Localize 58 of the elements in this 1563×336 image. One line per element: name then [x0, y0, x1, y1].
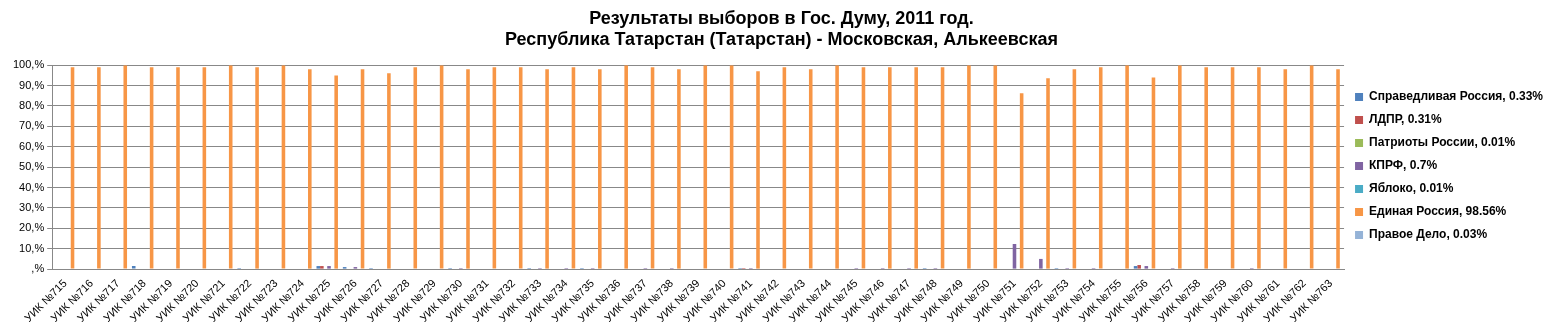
bar — [131, 266, 136, 269]
bar — [545, 69, 549, 269]
bar — [598, 69, 602, 269]
bar — [1144, 266, 1149, 269]
legend-label: Патриоты России, 0.01% — [1369, 135, 1516, 150]
bar — [967, 65, 971, 269]
bar — [387, 73, 391, 269]
y-tick-label: 40,% — [19, 180, 45, 193]
bar — [756, 71, 760, 269]
bar — [1257, 67, 1261, 269]
y-tick-label: 10,% — [19, 241, 45, 254]
bar — [176, 67, 180, 269]
y-tick-label: 60,% — [19, 139, 45, 152]
bar — [316, 266, 321, 269]
bar — [1137, 265, 1141, 269]
bar — [1336, 69, 1340, 269]
bar — [888, 67, 892, 269]
bar — [914, 67, 918, 269]
bar — [835, 65, 839, 269]
bar — [228, 65, 233, 269]
bar — [1133, 266, 1138, 269]
text: Республика Татарстан (Татарстан) - Московская, Алькеевская — [505, 29, 1058, 50]
bar — [677, 69, 681, 269]
bar — [1204, 67, 1208, 269]
legend-label: КПРФ, 0.7% — [1369, 158, 1438, 173]
bar — [518, 67, 523, 269]
y-tick-label: ,% — [31, 262, 45, 275]
bar — [1178, 65, 1182, 269]
bar — [624, 65, 628, 269]
y-tick-label: 50,% — [19, 160, 45, 173]
y-tick-label: 80,% — [19, 99, 45, 112]
bar — [1039, 258, 1043, 269]
legend-label: Яблоко, 0.01% — [1369, 181, 1454, 196]
legend-label: Правое Дело, 0.03% — [1369, 227, 1488, 242]
bar — [255, 67, 259, 269]
y-tick-label: 30,% — [19, 200, 45, 213]
legend-label: Единая Россия, 98.56% — [1369, 204, 1507, 219]
bar — [413, 67, 418, 269]
bar — [808, 69, 813, 269]
bar — [320, 266, 324, 269]
bar — [466, 69, 470, 269]
bar — [993, 65, 998, 269]
y-tick-label: 20,% — [19, 221, 45, 234]
y-tick-label: 90,% — [19, 78, 45, 91]
bar — [703, 65, 708, 269]
bar — [334, 75, 338, 269]
bar — [308, 69, 312, 269]
y-tick-label: 100,% — [12, 58, 45, 71]
y-tick-label: 70,% — [19, 119, 45, 132]
bar — [123, 65, 128, 269]
legend-label: Справедливая Россия, 0.33% — [1369, 89, 1544, 104]
bar — [97, 67, 101, 269]
bar — [1098, 67, 1103, 269]
legend-label: ЛДПР, 0.31% — [1369, 112, 1443, 127]
bar — [327, 266, 331, 269]
bar — [1046, 78, 1050, 269]
bar — [1125, 65, 1129, 269]
text: Результаты выборов в Гос. Думу, 2011 год. — [589, 7, 974, 28]
